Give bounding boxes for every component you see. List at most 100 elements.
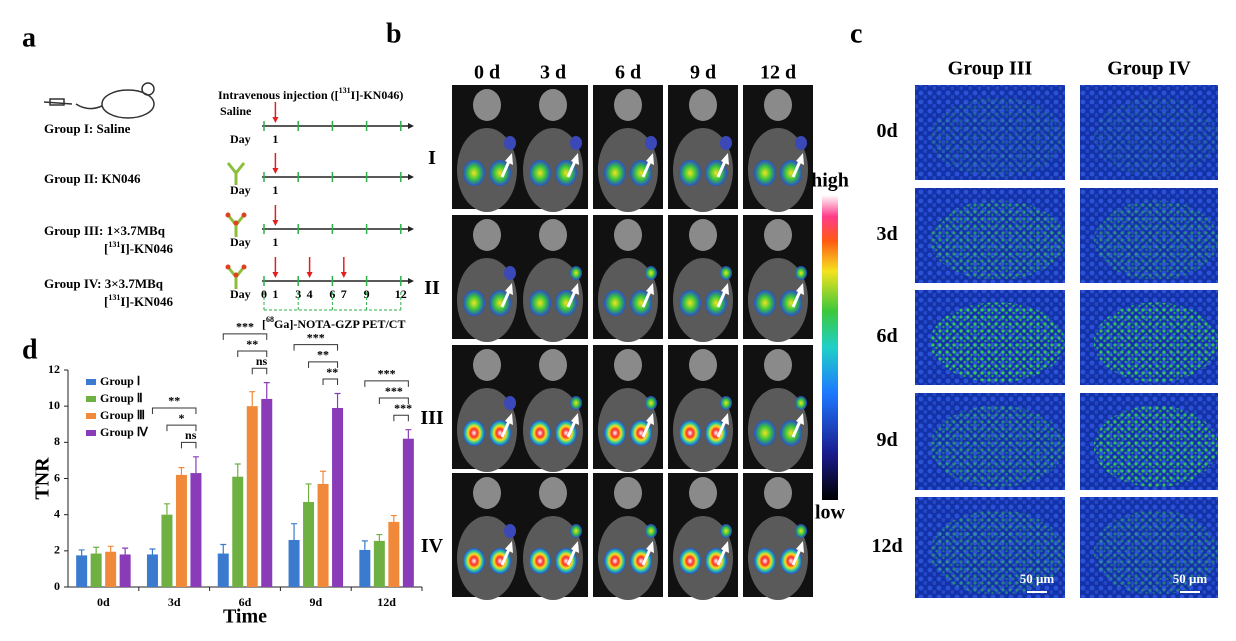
day-label: Day	[230, 287, 251, 301]
bar	[105, 551, 117, 587]
skull	[473, 477, 501, 509]
x-axis-title: Time	[223, 606, 267, 628]
bar	[303, 502, 315, 587]
skull	[764, 219, 792, 251]
day-number: 1	[272, 235, 278, 249]
bar	[175, 474, 187, 587]
body	[523, 258, 583, 342]
tumor	[645, 524, 657, 538]
error-bar	[305, 483, 312, 503]
arrow-head	[408, 123, 414, 129]
y-tick-label: 10	[48, 398, 60, 412]
significance-label: ***	[394, 401, 412, 415]
legend-swatch	[86, 396, 96, 402]
body	[748, 388, 808, 472]
tumor	[795, 396, 807, 410]
staining	[930, 510, 1065, 595]
body	[673, 128, 733, 212]
radiolabel	[225, 212, 231, 218]
skull	[764, 349, 792, 381]
pet-ct-image	[452, 345, 522, 472]
organ-uptake	[463, 160, 485, 186]
organ-uptake	[679, 548, 701, 574]
organ-uptake	[754, 548, 776, 574]
pet-ct-image	[518, 215, 588, 342]
arrow-head	[721, 541, 729, 553]
arrow-head	[272, 168, 279, 174]
day-label: Day	[230, 235, 251, 249]
bar	[76, 555, 88, 587]
bar	[146, 554, 158, 587]
pet-ct-image	[593, 85, 663, 212]
body	[523, 388, 583, 472]
bar	[388, 521, 400, 587]
error-bar	[163, 503, 170, 515]
arrow-head	[408, 226, 414, 232]
group-label: Group III: 1×3.7MBq	[44, 223, 166, 238]
day-number: 1	[272, 132, 278, 146]
body	[457, 258, 517, 342]
panel-label: b	[386, 18, 402, 49]
legend-swatch	[86, 430, 96, 436]
column-label: 0 d	[474, 62, 500, 84]
significance-label: ***	[378, 367, 396, 381]
antibody-icon	[225, 264, 247, 289]
colorbar	[822, 195, 838, 500]
arrow-head	[272, 117, 279, 123]
significance-label: **	[326, 365, 338, 379]
error-bar	[149, 548, 156, 555]
fluorescence-image	[1080, 290, 1218, 385]
day-number: 4	[307, 287, 313, 301]
arrow-head	[796, 153, 804, 165]
fluorescence-image	[1080, 393, 1218, 490]
row-label: 12d	[871, 535, 902, 557]
arrow-head	[646, 541, 654, 553]
row-label: 9d	[876, 429, 897, 451]
tumor	[570, 524, 582, 538]
error-bar	[192, 456, 199, 474]
x-tick-label: 0d	[97, 595, 110, 609]
row-label: 0d	[876, 120, 897, 142]
bar	[402, 438, 414, 587]
radiolabel	[233, 220, 239, 226]
bar	[373, 540, 385, 587]
column-label: 6 d	[615, 62, 641, 84]
bar	[317, 483, 329, 587]
legend-label: Group Ⅲ	[100, 408, 145, 422]
fluorescence-image	[915, 497, 1065, 598]
skull	[614, 219, 642, 251]
staining	[930, 302, 1065, 383]
significance-bracket	[393, 414, 409, 422]
error-bar	[107, 545, 114, 552]
pet-ct-image	[743, 345, 813, 472]
day-label: Day	[230, 132, 251, 146]
significance-bracket	[222, 333, 268, 340]
skull	[764, 477, 792, 509]
error-bar	[361, 540, 368, 550]
pet-ct-image	[452, 85, 522, 212]
text: I]-KN046	[120, 294, 173, 309]
arrow-head	[505, 153, 513, 165]
organ-uptake	[463, 548, 485, 574]
body	[523, 516, 583, 600]
body	[598, 128, 658, 212]
arrow-head	[408, 278, 414, 284]
staining	[1093, 97, 1218, 178]
arrow-head	[571, 413, 579, 425]
significance-bracket	[251, 367, 268, 375]
organ-uptake	[529, 290, 551, 316]
organ-uptake	[754, 160, 776, 186]
pet-ct-image	[668, 85, 738, 212]
error-bar	[93, 546, 100, 554]
skull	[539, 89, 567, 121]
legend-label: Group Ⅱ	[100, 391, 143, 405]
label: [131I]-KN046	[104, 293, 174, 309]
arrow-head	[306, 272, 313, 278]
row-label: II	[424, 277, 440, 299]
tumor	[720, 136, 732, 150]
body	[457, 128, 517, 212]
text: I]-KN046	[120, 241, 173, 256]
organ-uptake	[529, 548, 551, 574]
row-label: 3d	[876, 223, 897, 245]
error-bar	[220, 543, 227, 554]
